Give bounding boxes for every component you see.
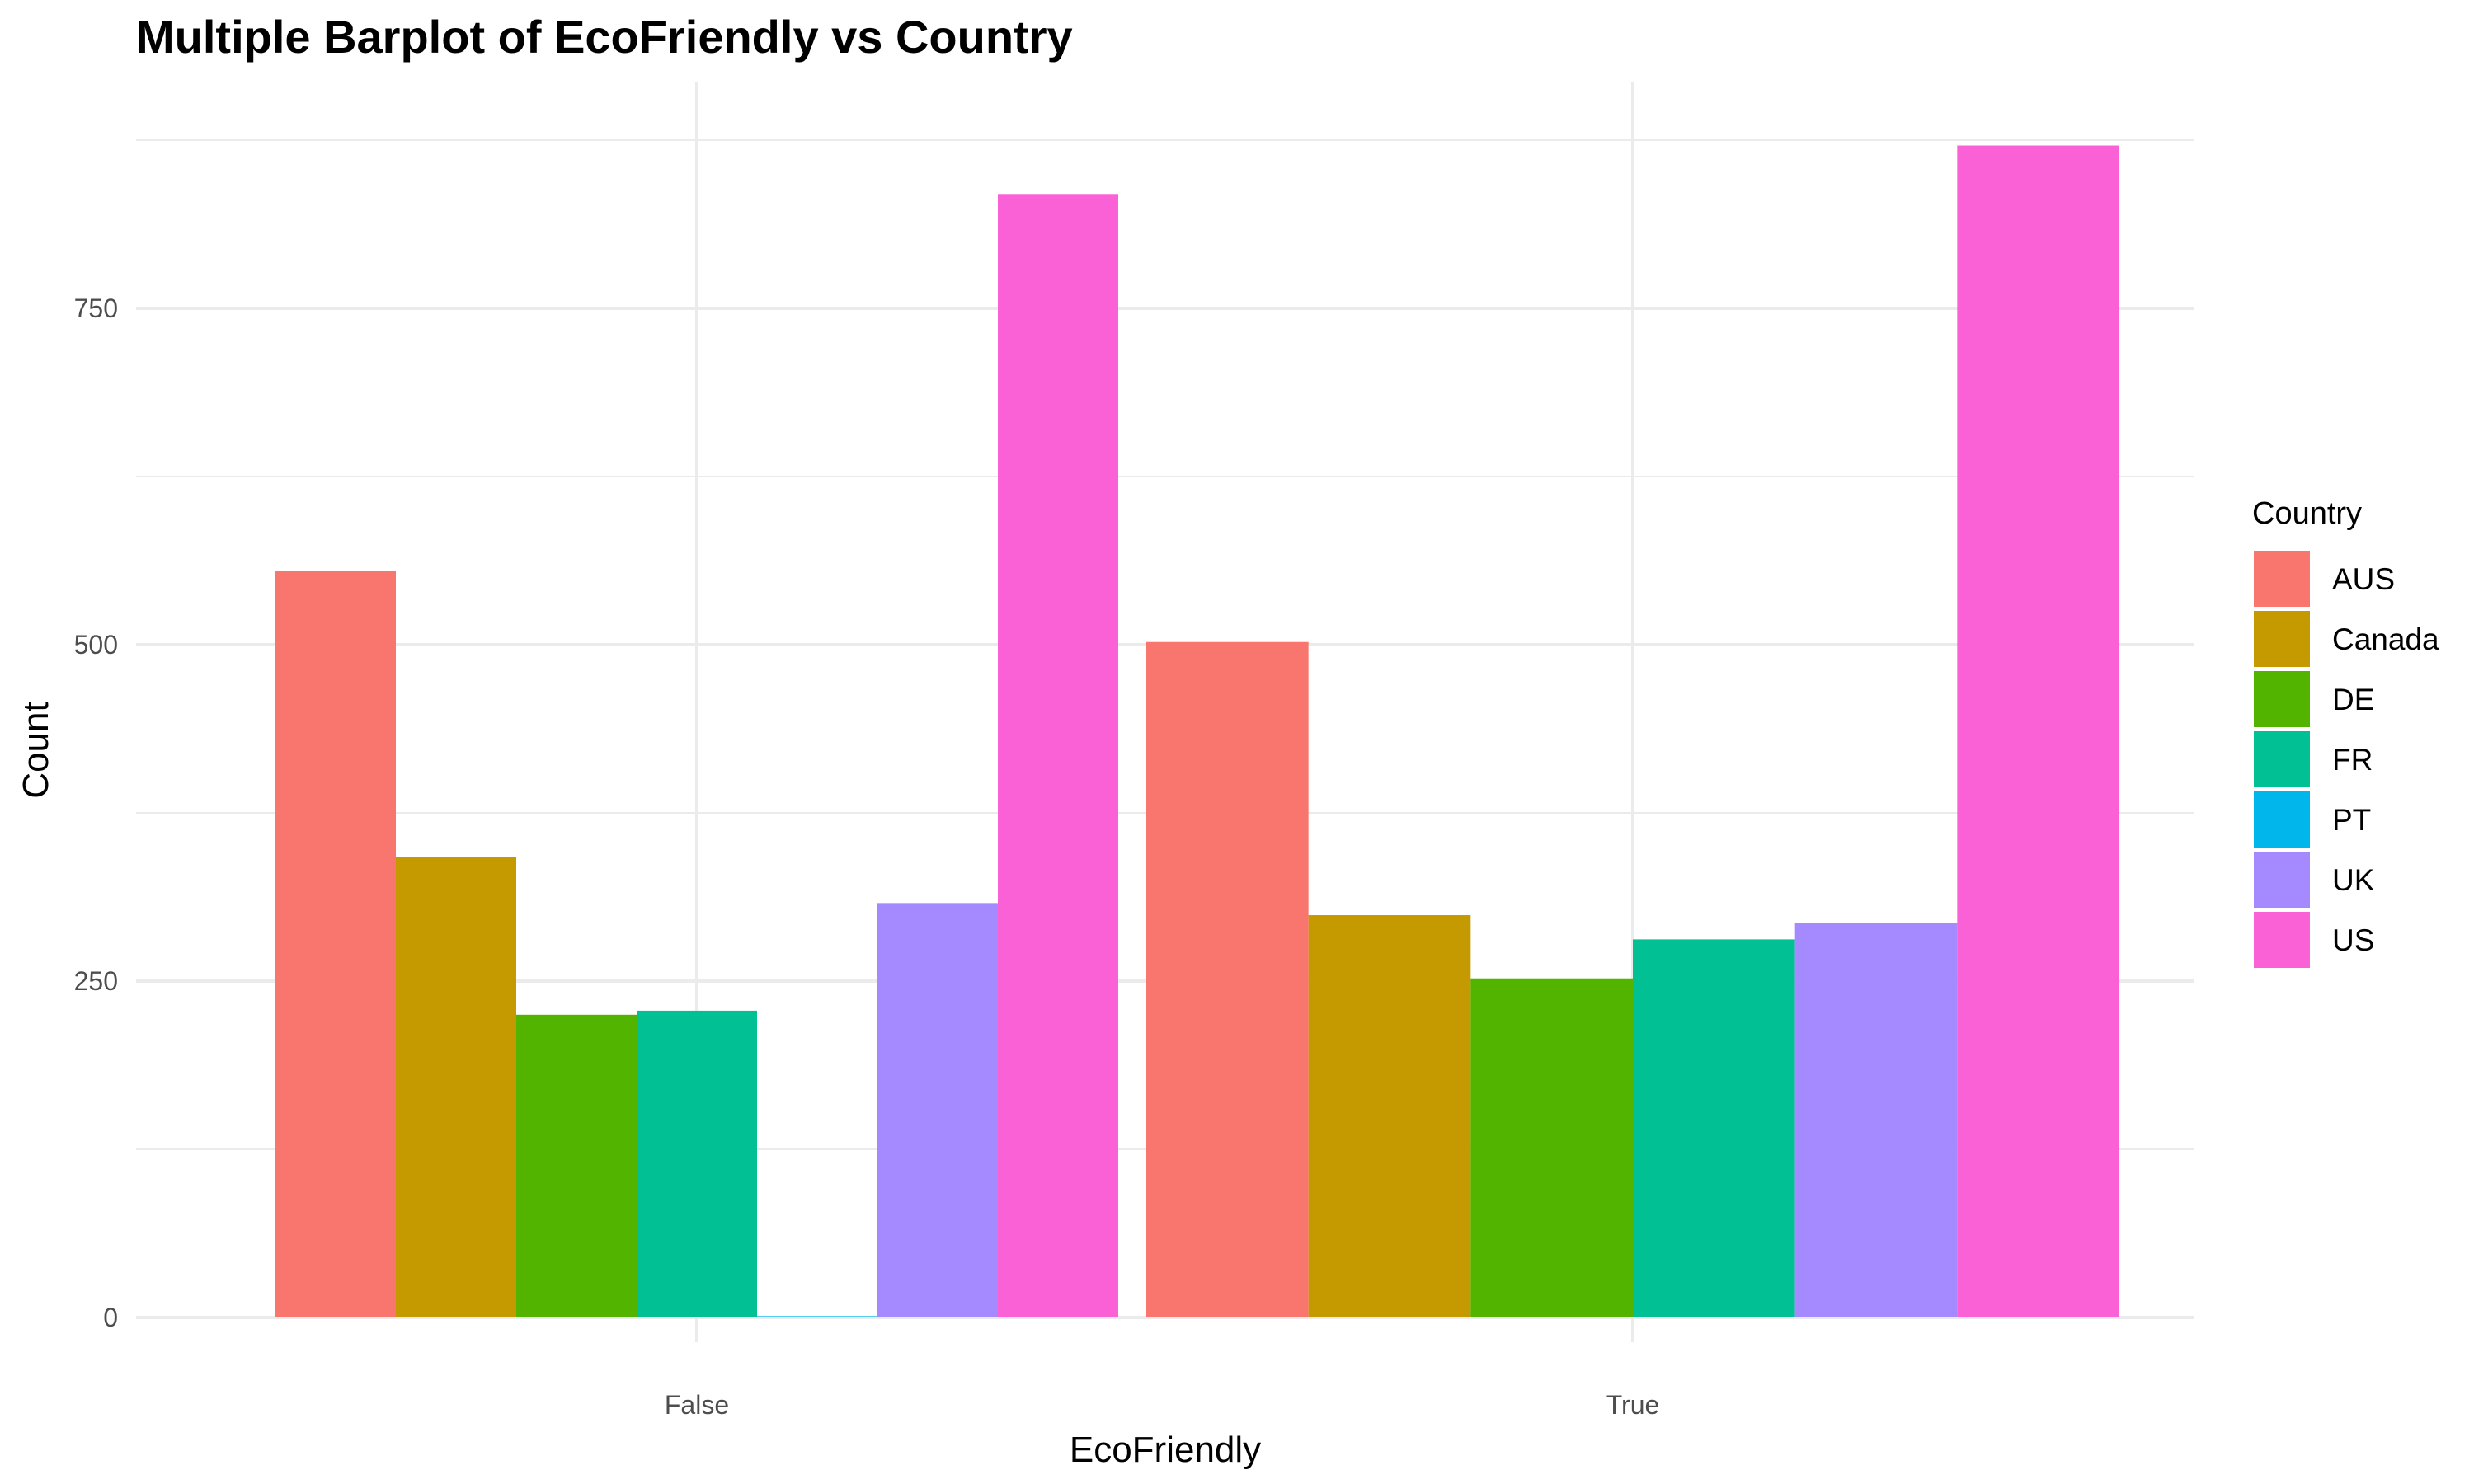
- y-axis-ticks: 0 250 500 750: [74, 294, 118, 1332]
- legend-key-uk: [2254, 852, 2310, 908]
- bar-aus-true: [1146, 641, 1309, 1317]
- y-tick-label: 500: [74, 630, 118, 660]
- y-tick-label: 750: [74, 294, 118, 323]
- legend-label-fr: FR: [2332, 743, 2373, 777]
- legend-label-canada: Canada: [2332, 622, 2439, 656]
- bars: [275, 145, 2119, 1318]
- legend-label-uk: UK: [2332, 863, 2375, 897]
- legend-title: Country: [2252, 496, 2362, 531]
- bar-canada-false: [396, 857, 516, 1317]
- legend-label-pt: PT: [2332, 803, 2371, 837]
- bar-uk-true: [1794, 923, 1958, 1317]
- x-tick-label: True: [1606, 1390, 1660, 1420]
- x-axis-ticks: False True: [665, 1390, 1659, 1420]
- y-tick-label: 250: [74, 966, 118, 996]
- x-tick-label: False: [665, 1390, 729, 1420]
- legend-key-fr: [2254, 731, 2310, 787]
- bar-fr-false: [637, 1010, 757, 1317]
- legend-key-aus: [2254, 551, 2310, 607]
- legend-key-pt: [2254, 791, 2310, 848]
- y-axis-title: Count: [16, 702, 56, 798]
- bar-uk-false: [877, 903, 998, 1317]
- bar-canada-true: [1308, 915, 1471, 1317]
- legend-label-aus: AUS: [2332, 562, 2395, 596]
- bar-aus-false: [275, 571, 396, 1317]
- legend-label-de: DE: [2332, 683, 2374, 716]
- bar-pt-false: [757, 1316, 877, 1317]
- y-tick-label: 0: [103, 1303, 118, 1332]
- legend-key-us: [2254, 912, 2310, 968]
- legend-label-us: US: [2332, 923, 2374, 957]
- legend-key-de: [2254, 671, 2310, 727]
- bar-de-false: [516, 1014, 637, 1317]
- legend-key-canada: [2254, 611, 2310, 667]
- bar-us-true: [1957, 145, 2119, 1318]
- bar-us-false: [998, 194, 1118, 1317]
- bar-fr-true: [1633, 939, 1795, 1317]
- bar-de-true: [1470, 978, 1633, 1317]
- x-axis-title: EcoFriendly: [1070, 1430, 1261, 1470]
- legend: Country AUS Canada DE FR PT UK US: [2252, 496, 2439, 968]
- chart-title: Multiple Barplot of EcoFriendly vs Count…: [136, 11, 1073, 63]
